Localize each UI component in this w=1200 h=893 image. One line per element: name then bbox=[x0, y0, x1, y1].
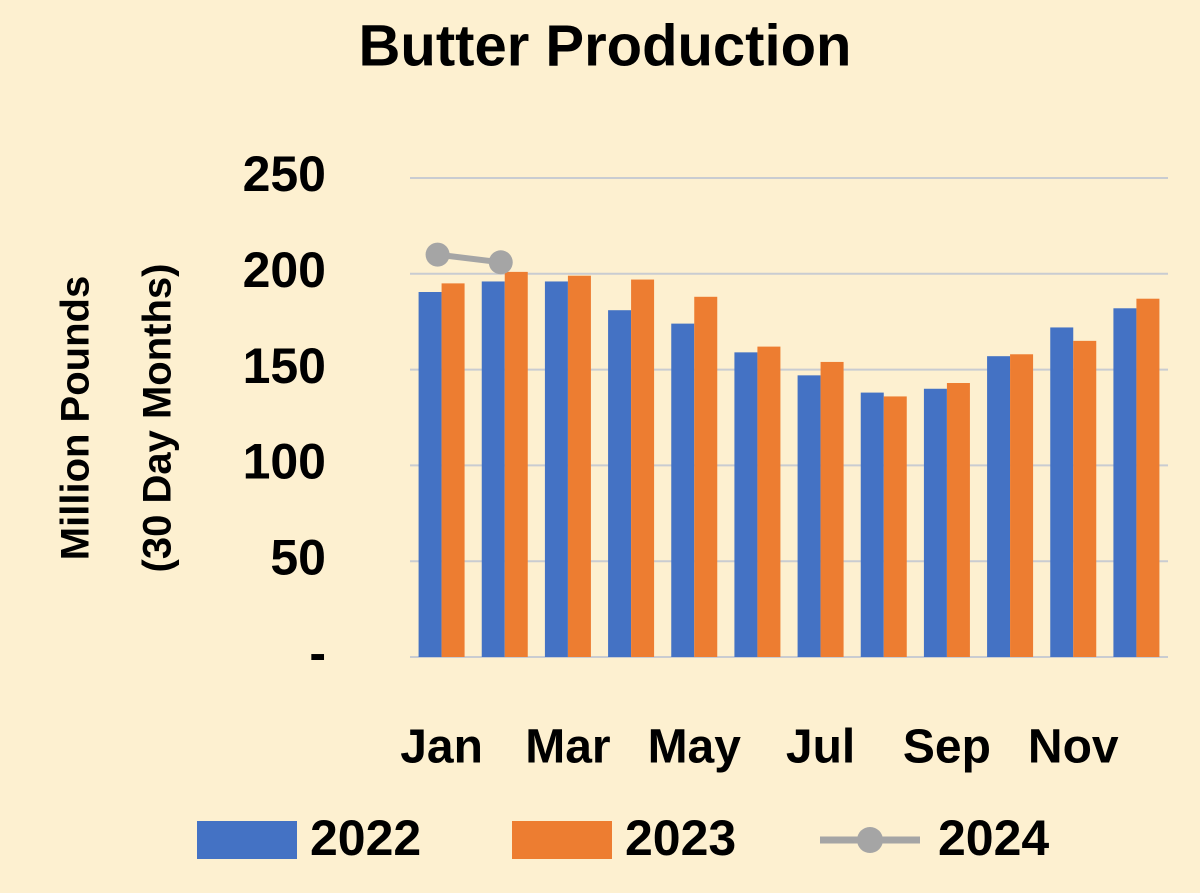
y-tick-label: 200 bbox=[243, 242, 326, 298]
bar bbox=[946, 383, 970, 657]
x-tick-label: Jan bbox=[400, 721, 483, 774]
bar bbox=[1136, 298, 1160, 657]
legend-label: 2022 bbox=[310, 810, 421, 866]
bar bbox=[987, 356, 1011, 657]
bar bbox=[797, 375, 821, 657]
bar bbox=[418, 292, 442, 657]
x-tick-label: Jul bbox=[786, 721, 855, 774]
y-tick-label: - bbox=[309, 625, 326, 681]
bar bbox=[923, 388, 947, 657]
bar bbox=[883, 396, 907, 657]
bar bbox=[481, 281, 505, 657]
x-tick-label: May bbox=[648, 721, 742, 774]
x-tick-label: Mar bbox=[525, 721, 610, 774]
y-axis-label: (30 Day Months) bbox=[136, 264, 180, 573]
bar bbox=[1113, 308, 1137, 657]
bar bbox=[1050, 327, 1074, 657]
line-point bbox=[488, 250, 513, 275]
x-tick-label: Nov bbox=[1028, 721, 1119, 774]
bar bbox=[820, 361, 844, 657]
line-point bbox=[425, 242, 450, 267]
bar bbox=[1073, 340, 1097, 657]
bar bbox=[441, 283, 465, 657]
legend-label: 2023 bbox=[625, 810, 736, 866]
bar bbox=[631, 279, 655, 657]
bar bbox=[504, 271, 528, 657]
chart-title: Butter Production bbox=[359, 13, 852, 78]
bar bbox=[734, 352, 758, 657]
legend-swatch bbox=[197, 821, 297, 859]
x-tick-label: Sep bbox=[903, 721, 991, 774]
bar bbox=[567, 275, 591, 657]
legend-swatch bbox=[512, 821, 612, 859]
bar bbox=[544, 281, 568, 657]
bar bbox=[757, 346, 781, 657]
bar bbox=[694, 296, 718, 657]
y-tick-label: 250 bbox=[243, 146, 326, 202]
bar bbox=[860, 392, 884, 657]
bar bbox=[671, 323, 695, 657]
y-tick-label: 100 bbox=[243, 434, 326, 490]
legend-label: 2024 bbox=[938, 810, 1049, 866]
y-tick-label: 50 bbox=[270, 529, 326, 585]
legend-marker bbox=[857, 827, 883, 853]
bar bbox=[1010, 354, 1034, 657]
y-tick-label: 150 bbox=[243, 338, 326, 394]
y-axis-label: Million Pounds bbox=[54, 276, 98, 560]
bar bbox=[608, 310, 632, 657]
